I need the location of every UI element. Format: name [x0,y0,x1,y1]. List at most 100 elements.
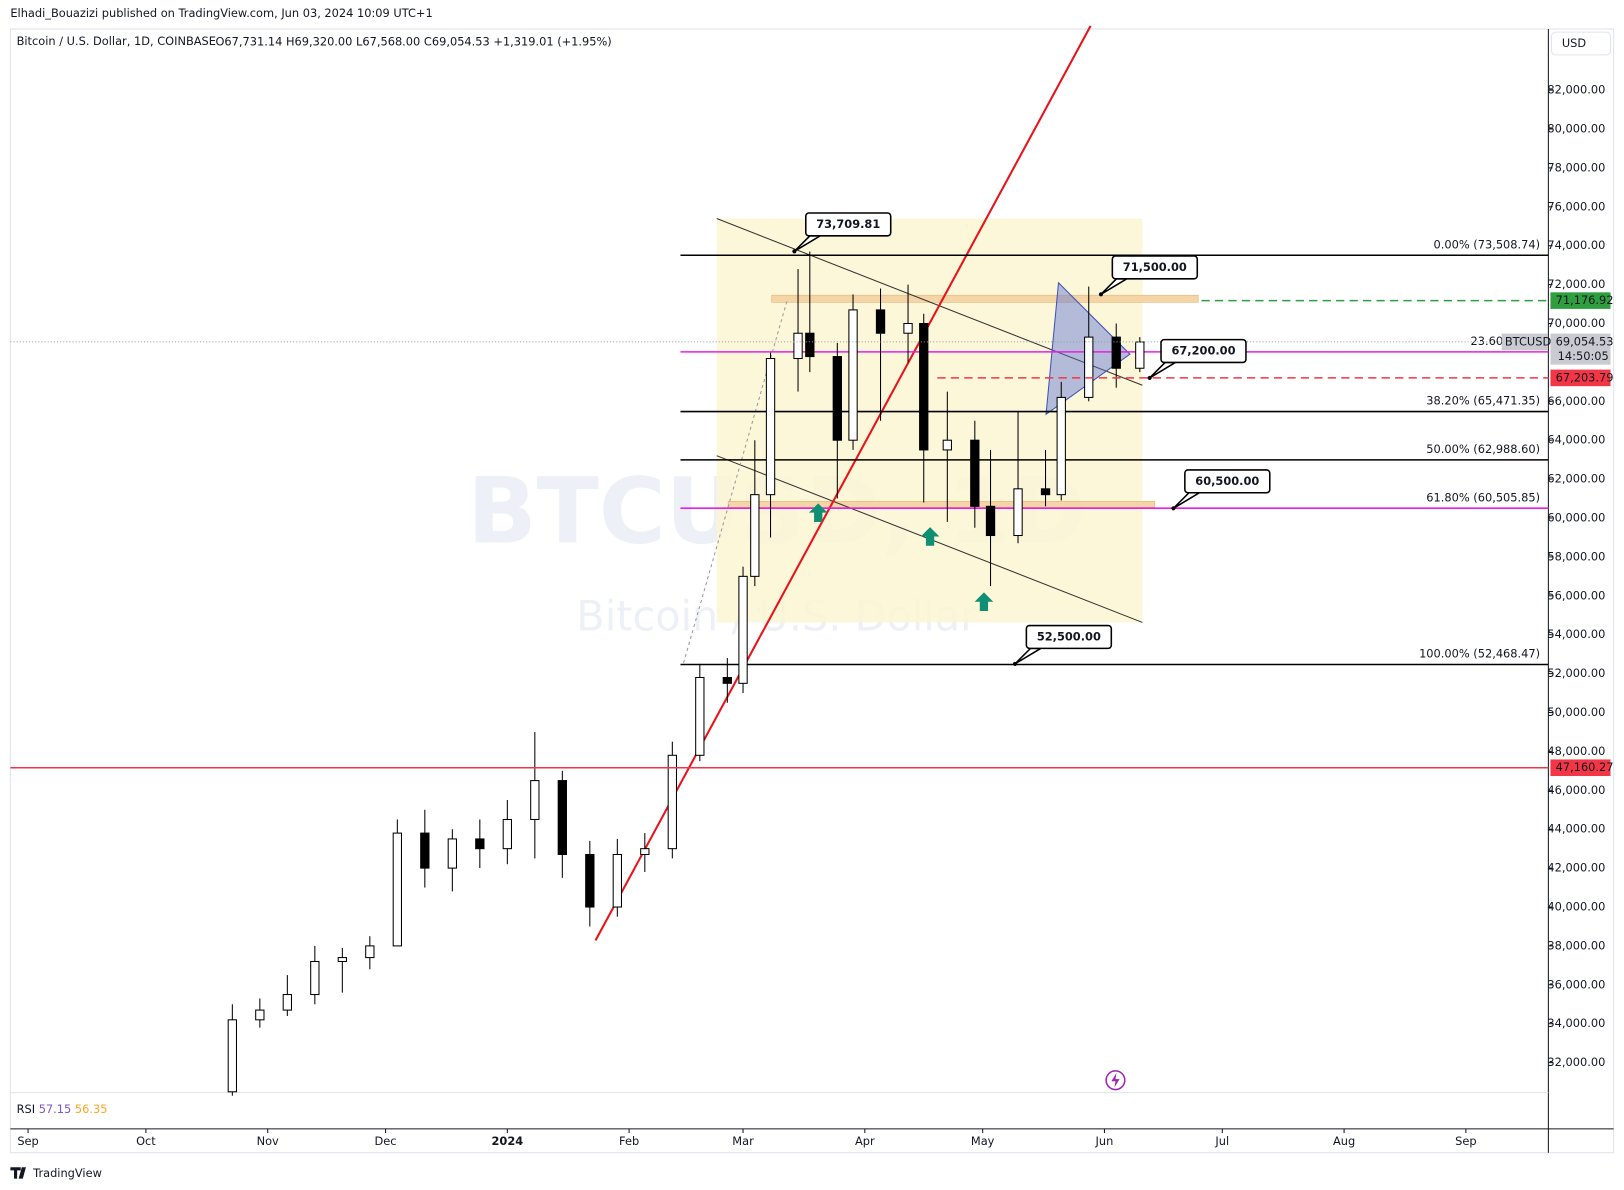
callout-box [805,212,892,237]
callout-label: 60,500.00 [1195,474,1259,488]
legend-key: H [286,34,295,48]
support-zone [727,501,1156,508]
callout-anchor [792,249,797,254]
price-badge [1550,369,1611,387]
candle-body [1013,488,1023,537]
y-tick-label: 70,000.00 [1547,316,1605,330]
currency[interactable]: USD [1562,36,1587,50]
logo [10,1167,26,1179]
candle-body [765,357,776,496]
candle-body [447,838,457,869]
y-tick-label: 54,000.00 [1547,627,1605,641]
candle-body [365,945,375,959]
candle-body [832,356,842,441]
y-tick-label: 36,000.00 [1547,977,1605,991]
price-badge [1550,759,1611,777]
callout-box [1025,624,1113,650]
y-tick-label: 42,000.00 [1547,861,1605,875]
candle-body [805,332,815,358]
y-tick-label: 66,000.00 [1547,394,1605,408]
y-tick-label: 32,000.00 [1547,1055,1605,1069]
candle-body [875,309,886,334]
candle-body [1135,341,1145,369]
candle-body [337,957,347,962]
legend-change: +1,319.01 (+1.95%) [493,34,611,48]
candle-body [750,494,760,577]
header: Elhadi_Bouazizi published on TradingView… [10,6,432,20]
callout-anchor [1012,661,1018,666]
callout-anchor [1098,292,1104,297]
frame [9,28,1615,1154]
fib-label: 0.00% (73,508.74) [1434,237,1541,251]
x-tick-label: Nov [257,1134,279,1148]
candle-body [1111,336,1121,369]
callout-label: 73,709.81 [816,217,880,231]
candle-body [475,838,485,850]
candle-body [695,676,705,756]
candle-body [420,832,430,869]
callout-label: 67,200.00 [1171,344,1235,358]
drawings [594,25,1199,941]
rsi-legend: RSI 57.15 56.35 [17,1102,108,1116]
candle-body [557,780,567,856]
candle-body [530,780,540,821]
candle-body [722,676,732,684]
footer: TradingView [32,1166,102,1180]
y-tick-label: 62,000.00 [1547,472,1605,486]
candle-body [942,439,952,451]
candle-body [667,754,677,850]
fib-label: 50.00% (62,988.60) [1426,442,1540,456]
candle-body [1084,336,1094,398]
fib-label: 100.00% (52,468.47) [1419,647,1540,661]
x-tick-label: Sep [1455,1134,1476,1148]
price-badge-label: 67,203.79 [1556,370,1614,384]
candle-body [255,1009,265,1021]
candle-body [392,832,402,947]
y-tick-label: 44,000.00 [1547,822,1605,836]
arrows [808,503,994,612]
y-tick-label: 34,000.00 [1547,1016,1605,1030]
x-tick-label: Sep [17,1134,38,1148]
symbol-label: BTCUSD [1505,334,1552,348]
y-tick-label: 82,000.00 [1547,83,1605,97]
price-badge-label: 71,176.92 [1556,293,1614,307]
arrow-up [920,527,940,546]
rsi-value: 56.35 [75,1102,108,1116]
y-tick-label: 78,000.00 [1547,160,1605,174]
currency-button[interactable] [1550,31,1612,56]
candle-body [227,1019,237,1093]
callout-box [1160,338,1247,364]
y-tick-label: 72,000.00 [1547,277,1605,291]
channel-upper [716,218,1143,386]
rsi-value: 57.15 [39,1102,72,1116]
arrow-up [974,592,994,612]
y-tick-label: 64,000.00 [1547,433,1605,447]
trend-line [594,25,1092,941]
legend-value: 69,054.53 [432,34,490,48]
candles [227,251,1145,1096]
legend-key: O [215,34,224,48]
callout-pointer [1014,647,1044,665]
y-tick-label: 76,000.00 [1547,199,1605,213]
candle-body [793,332,803,360]
callout-anchor [1171,506,1176,511]
legend-value: 69,320.00 [295,34,353,48]
x-tick-label: May [971,1134,995,1148]
candle-body [585,853,595,908]
y-tick-label: 50,000.00 [1547,705,1605,719]
x-tick-label: Apr [855,1134,875,1148]
candle-body [970,439,980,507]
y-tick-label: 58,000.00 [1547,549,1605,563]
y-tick-label: 60,000.00 [1547,511,1605,525]
candle-body [919,322,929,451]
legend-key: L [356,34,363,48]
candle-body [1056,396,1066,496]
event-icon[interactable] [1105,1070,1126,1091]
x-tick-label: Dec [375,1134,397,1148]
callout-anchor [1147,375,1152,381]
x-tick-label: Feb [619,1134,639,1148]
arrow-up [808,503,828,522]
